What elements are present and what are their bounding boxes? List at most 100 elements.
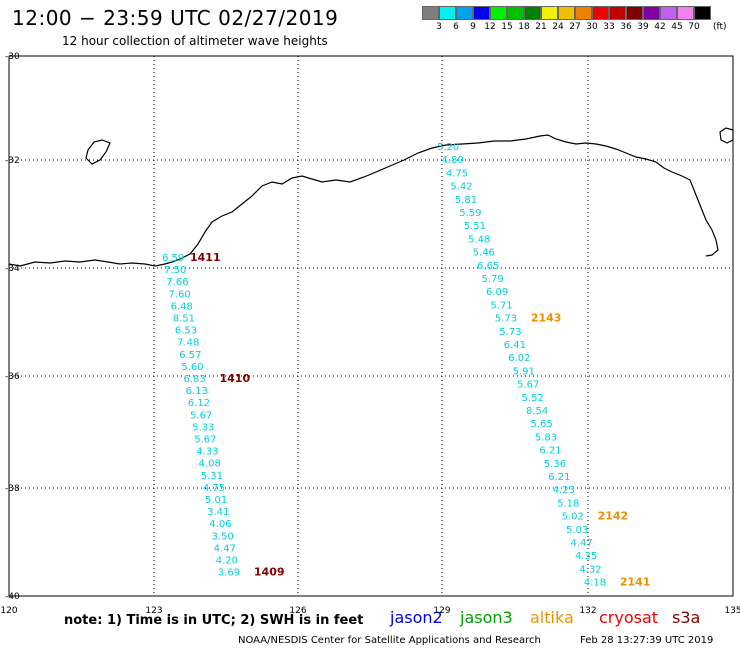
wave-height-value: 6.57 [179,350,201,361]
pass-time-label: 2142 [598,510,629,523]
colorbar-swatch [575,6,592,20]
wave-height-value: 4.35 [575,551,597,562]
wave-height-value: 7.48 [177,338,199,349]
wave-height-value: 6.21 [548,472,570,483]
longitude-labels: 120 123 126 129 132 135 [0,606,740,616]
wave-height-value: 6.59 [162,253,184,264]
colorbar-swatch [473,6,490,20]
colorbar-label: 12 [484,22,496,32]
wave-height-value: 5.65 [530,419,552,430]
longitude-label: 135 [724,606,740,616]
graticule [9,56,733,596]
longitude-label: 123 [145,606,162,616]
wave-height-value: 4.18 [584,578,606,589]
colorbar-swatch [626,6,643,20]
altimeter-tracks: 6.597.507.667.606.48 8.516.537.486.575.60… [162,142,650,589]
wave-height-value: 5.67 [190,410,212,421]
pass-time-label: 1411 [190,251,221,264]
legend-item-jason2: jason2 [390,608,443,627]
colorbar-label: 6 [453,22,459,32]
wave-height-value: 4.47 [571,538,593,549]
wave-height-value: 5.59 [459,208,481,219]
wave-height-value: 5.71 [490,300,512,311]
latitude-labels: -30 -32 -34 -36 -38 -40 [5,52,20,602]
wave-height-value: 6.13 [186,386,208,397]
wave-height-value: 4.06 [209,519,231,530]
chart-subtitle: 12 hour collection of altimeter wave hei… [62,34,328,48]
chart-title: 12:00 − 23:59 UTC 02/27/2019 [12,6,339,30]
colorbar-swatch [490,6,507,20]
colorbar-swatch [456,6,473,20]
longitude-label: 126 [289,606,306,616]
tasmania-outline [719,127,734,144]
wave-height-value: 5.81 [455,195,477,206]
wave-height-value: 5.33 [192,422,214,433]
wave-height-value: 7.66 [166,277,188,288]
pass-time-label: 1409 [254,566,285,579]
colorbar-swatch [609,6,626,20]
wave-height-value: 4.33 [196,447,218,458]
colorbar-label: 15 [501,22,513,32]
wave-height-value: 5.83 [535,432,557,443]
wave-height-value: 8.51 [173,314,195,325]
colorbar-label: 36 [620,22,632,32]
wave-height-value: 4.75 [446,168,468,179]
wave-height-value: 5.60 [181,362,203,373]
colorbar-label: 70 [688,22,700,32]
latitude-label: -34 [5,264,20,274]
wave-height-value: 5.67 [517,380,539,391]
latitude-label: -36 [5,372,20,382]
wave-height-value: 6.65 [477,261,499,272]
colorbar-label: 33 [603,22,615,32]
wave-height-value: 6.41 [504,340,526,351]
colorbar-label: 24 [552,22,564,32]
longitude-label: 120 [0,606,17,616]
wave-height-value: 7.50 [164,265,186,276]
colorbar-swatch [524,6,541,20]
colorbar-swatch [677,6,694,20]
longitude-label: 132 [579,606,596,616]
colorbar-swatch [422,6,439,20]
footer-note: note: 1) Time is in UTC; 2) SWH is in fe… [64,613,364,628]
wave-height-value: 3.50 [211,531,233,542]
colorbar-swatch [507,6,524,20]
colorbar-label: 18 [518,22,530,32]
wave-height-value: 5.36 [544,459,566,470]
colorbar-label: 39 [637,22,649,32]
wave-height-value: 5.42 [450,182,472,193]
latitude-label: -38 [5,484,20,494]
wave-height-value: 6.83 [184,374,206,385]
wave-height-value: 6.53 [175,326,197,337]
colorbar-swatch [592,6,609,20]
colorbar-label: 27 [569,22,581,32]
wave-height-value: 3.69 [218,568,240,579]
colorbar-swatch [439,6,456,20]
wave-height-value: 5.18 [557,498,579,509]
colorbar-label: 21 [535,22,547,32]
wave-height-value: 7.60 [168,289,190,300]
colorbar-swatch [694,6,711,20]
colorbar-label: 42 [654,22,666,32]
wave-height-value: 5.20 [437,142,459,153]
wave-height-value: 6.12 [188,398,210,409]
credit-text: NOAA/NESDIS Center for Satellite Applica… [238,635,541,646]
map-frame [8,55,734,597]
wave-height-value: 5.51 [464,221,486,232]
wave-height-value: 6.09 [486,287,508,298]
australia-coastline [8,134,719,267]
wave-height-value: 4.80 [441,155,463,166]
wave-height-value: 5.73 [495,314,517,325]
pass-time-label: 2143 [531,312,562,325]
wave-height-value: 8.54 [526,406,548,417]
wave-height-value: 6.21 [539,446,561,457]
colorbar-labels: 3 6 9 12 15 18 21 24 27 30 33 36 39 42 45 70 [422,22,740,36]
colorbar-label: 45 [671,22,683,32]
wave-height-value: 6.02 [508,353,530,364]
pass-time-label: 2141 [620,576,651,589]
colorbar-swatch [558,6,575,20]
colorbar-swatch [541,6,558,20]
latitude-label: -32 [5,156,20,166]
wave-height-value: 4.23 [553,485,575,496]
latitude-label: -40 [5,592,20,602]
colorbar-label: 9 [470,22,476,32]
